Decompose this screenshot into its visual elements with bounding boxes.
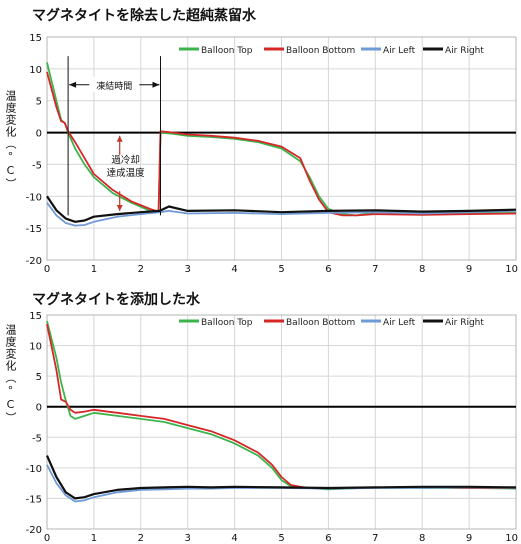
chart-title-lower: マグネタイトを添加した水 (32, 292, 200, 308)
x-tick-label: 5 (278, 264, 284, 272)
y-tick-label: -5 (32, 160, 42, 171)
x-tick-label: 3 (185, 533, 191, 544)
y-tick-label: 15 (29, 33, 42, 44)
chart-panel-lower: マグネタイトを添加した水 温度変化（°C） 15 10 5 0 -5 -10 -15 -20 0… (0, 272, 521, 544)
legend-entry: Balloon Top (201, 318, 253, 328)
y-tick-label: -5 (32, 433, 42, 444)
x-tick-label: 8 (419, 533, 425, 544)
y-tick-label: 0 (36, 403, 42, 414)
freeze-span-label: 凍結時間 (96, 80, 132, 92)
legend-entry: Air Right (445, 46, 484, 56)
series-line-air-left (46, 202, 517, 227)
legend-entry: Air Left (383, 318, 416, 328)
x-tick-label: 7 (372, 264, 378, 272)
x-tick-label: 7 (372, 533, 378, 544)
series-line-air-right (45, 455, 517, 500)
legend-entry: Balloon Top (201, 46, 253, 56)
y-tick-label: -20 (26, 256, 42, 267)
y-tick-label: 5 (36, 97, 42, 108)
y-axis-label-lower: 温度変化（°C） (4, 324, 17, 424)
grid-lines (46, 314, 517, 530)
legend-entry: Air Left (383, 46, 416, 56)
x-tick-label: 5 (278, 533, 284, 544)
series-line-balloon-bottom (46, 71, 517, 217)
chart-panel-upper: マグネタイトを除去した超純蒸留水 温度変化（°C） 15 10 5 0 -5 -10 -15… (4, 8, 518, 272)
legend-entry: Air Right (445, 318, 484, 328)
legend-entry: Balloon Bottom (286, 318, 355, 328)
y-axis-label-upper: 温度変化（°C） (4, 90, 17, 190)
y-tick-label: 5 (36, 372, 42, 383)
x-tick-label: 9 (466, 264, 472, 272)
y-tick-label: -20 (26, 525, 42, 536)
x-tick-label: 2 (138, 264, 144, 272)
x-tick-label: 6 (325, 264, 331, 272)
arrowhead-up (116, 135, 123, 142)
x-tick-label: 6 (325, 533, 331, 544)
x-tick-label: 4 (231, 533, 237, 544)
freeze-label-bg (89, 76, 140, 92)
arrowhead-left (69, 81, 77, 88)
supercool-label: 達成温度 (107, 167, 146, 179)
y-tick-label: -15 (26, 494, 42, 505)
plot-area-border (46, 314, 517, 530)
legend: Balloon Top Balloon Bottom Air Left Air Rig… (179, 46, 484, 56)
y-tick-label: -10 (26, 464, 42, 475)
y-tick-label: -15 (26, 224, 42, 235)
series-line-air-right (46, 195, 517, 223)
y-tick-label: -10 (26, 192, 42, 203)
x-tick-label: 2 (138, 533, 144, 544)
y-tick-label: 10 (29, 65, 42, 76)
x-tick-label: 0 (44, 533, 50, 544)
plot-area-border (46, 36, 517, 261)
chart-title-upper: マグネタイトを除去した超純蒸留水 (32, 8, 256, 24)
x-tick-label: 0 (44, 264, 50, 272)
arrowhead-right (152, 81, 160, 88)
x-tick-label: 1 (91, 533, 97, 544)
y-tick-label: 15 (29, 311, 42, 322)
legend-entry: Balloon Bottom (286, 46, 355, 56)
y-tick-label: 0 (36, 129, 42, 140)
x-tick-label: 10 (505, 533, 518, 544)
y-tick-label: 10 (29, 342, 42, 353)
legend: Balloon Top Balloon Bottom Air Left Air Rig… (179, 318, 484, 328)
x-tick-label: 3 (185, 264, 191, 272)
supercool-label: 過冷却 (111, 154, 140, 166)
x-tick-label: 1 (91, 264, 97, 272)
arrowhead-down (116, 204, 123, 211)
x-tick-label: 8 (419, 264, 425, 272)
x-tick-label: 4 (231, 264, 237, 272)
x-tick-label: 9 (466, 533, 472, 544)
x-tick-label: 10 (505, 264, 518, 272)
